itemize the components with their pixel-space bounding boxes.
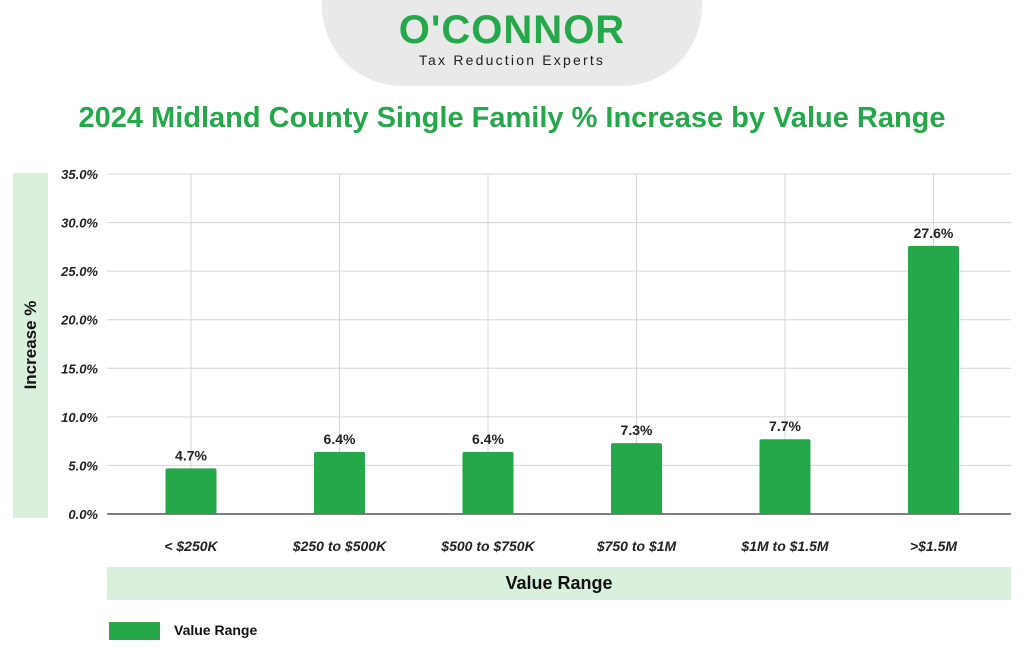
data-label: 4.7% xyxy=(175,447,207,463)
y-tick-label: 35.0% xyxy=(61,167,98,182)
brand-logo: O'CONNOR xyxy=(398,8,626,52)
bar xyxy=(759,439,811,514)
y-tick-label: 0.0% xyxy=(68,507,98,522)
x-tick-label: >$1.5M xyxy=(910,538,957,554)
legend-swatch xyxy=(109,622,160,640)
y-tick-label: 20.0% xyxy=(60,313,98,328)
y-tick-label: 15.0% xyxy=(61,361,98,376)
y-tick-label: 30.0% xyxy=(61,216,98,231)
bar xyxy=(462,451,514,514)
data-label: 27.6% xyxy=(914,225,954,241)
y-tick-label: 25.0% xyxy=(60,264,98,279)
bar xyxy=(314,451,365,514)
x-tick-label: $1M to $1.5M xyxy=(740,538,828,554)
y-axis-label-band xyxy=(13,173,48,518)
x-axis-label-band xyxy=(107,567,1011,600)
logo-header: O'CONNOR Tax Reduction Experts xyxy=(322,0,702,86)
x-axis-label: Value Range xyxy=(505,573,613,593)
bar xyxy=(611,443,662,514)
data-label: 7.3% xyxy=(621,422,653,438)
x-tick-label: $750 to $1M xyxy=(596,538,677,554)
y-tick-label: 10.0% xyxy=(61,410,98,425)
data-label: 6.4% xyxy=(472,431,504,447)
y-tick-label: 5.0% xyxy=(68,458,98,473)
x-tick-label: $500 to $750K xyxy=(440,538,535,554)
data-label: 6.4% xyxy=(324,431,356,447)
bar xyxy=(165,468,217,514)
chart-title: 2024 Midland County Single Family % Incr… xyxy=(78,102,946,134)
brand-tagline: Tax Reduction Experts xyxy=(418,52,606,68)
x-tick-label: < $250K xyxy=(164,538,218,554)
bar xyxy=(908,245,959,514)
x-tick-label: $250 to $500K xyxy=(292,538,387,554)
legend-label: Value Range xyxy=(174,622,258,638)
data-label: 7.7% xyxy=(769,418,801,434)
